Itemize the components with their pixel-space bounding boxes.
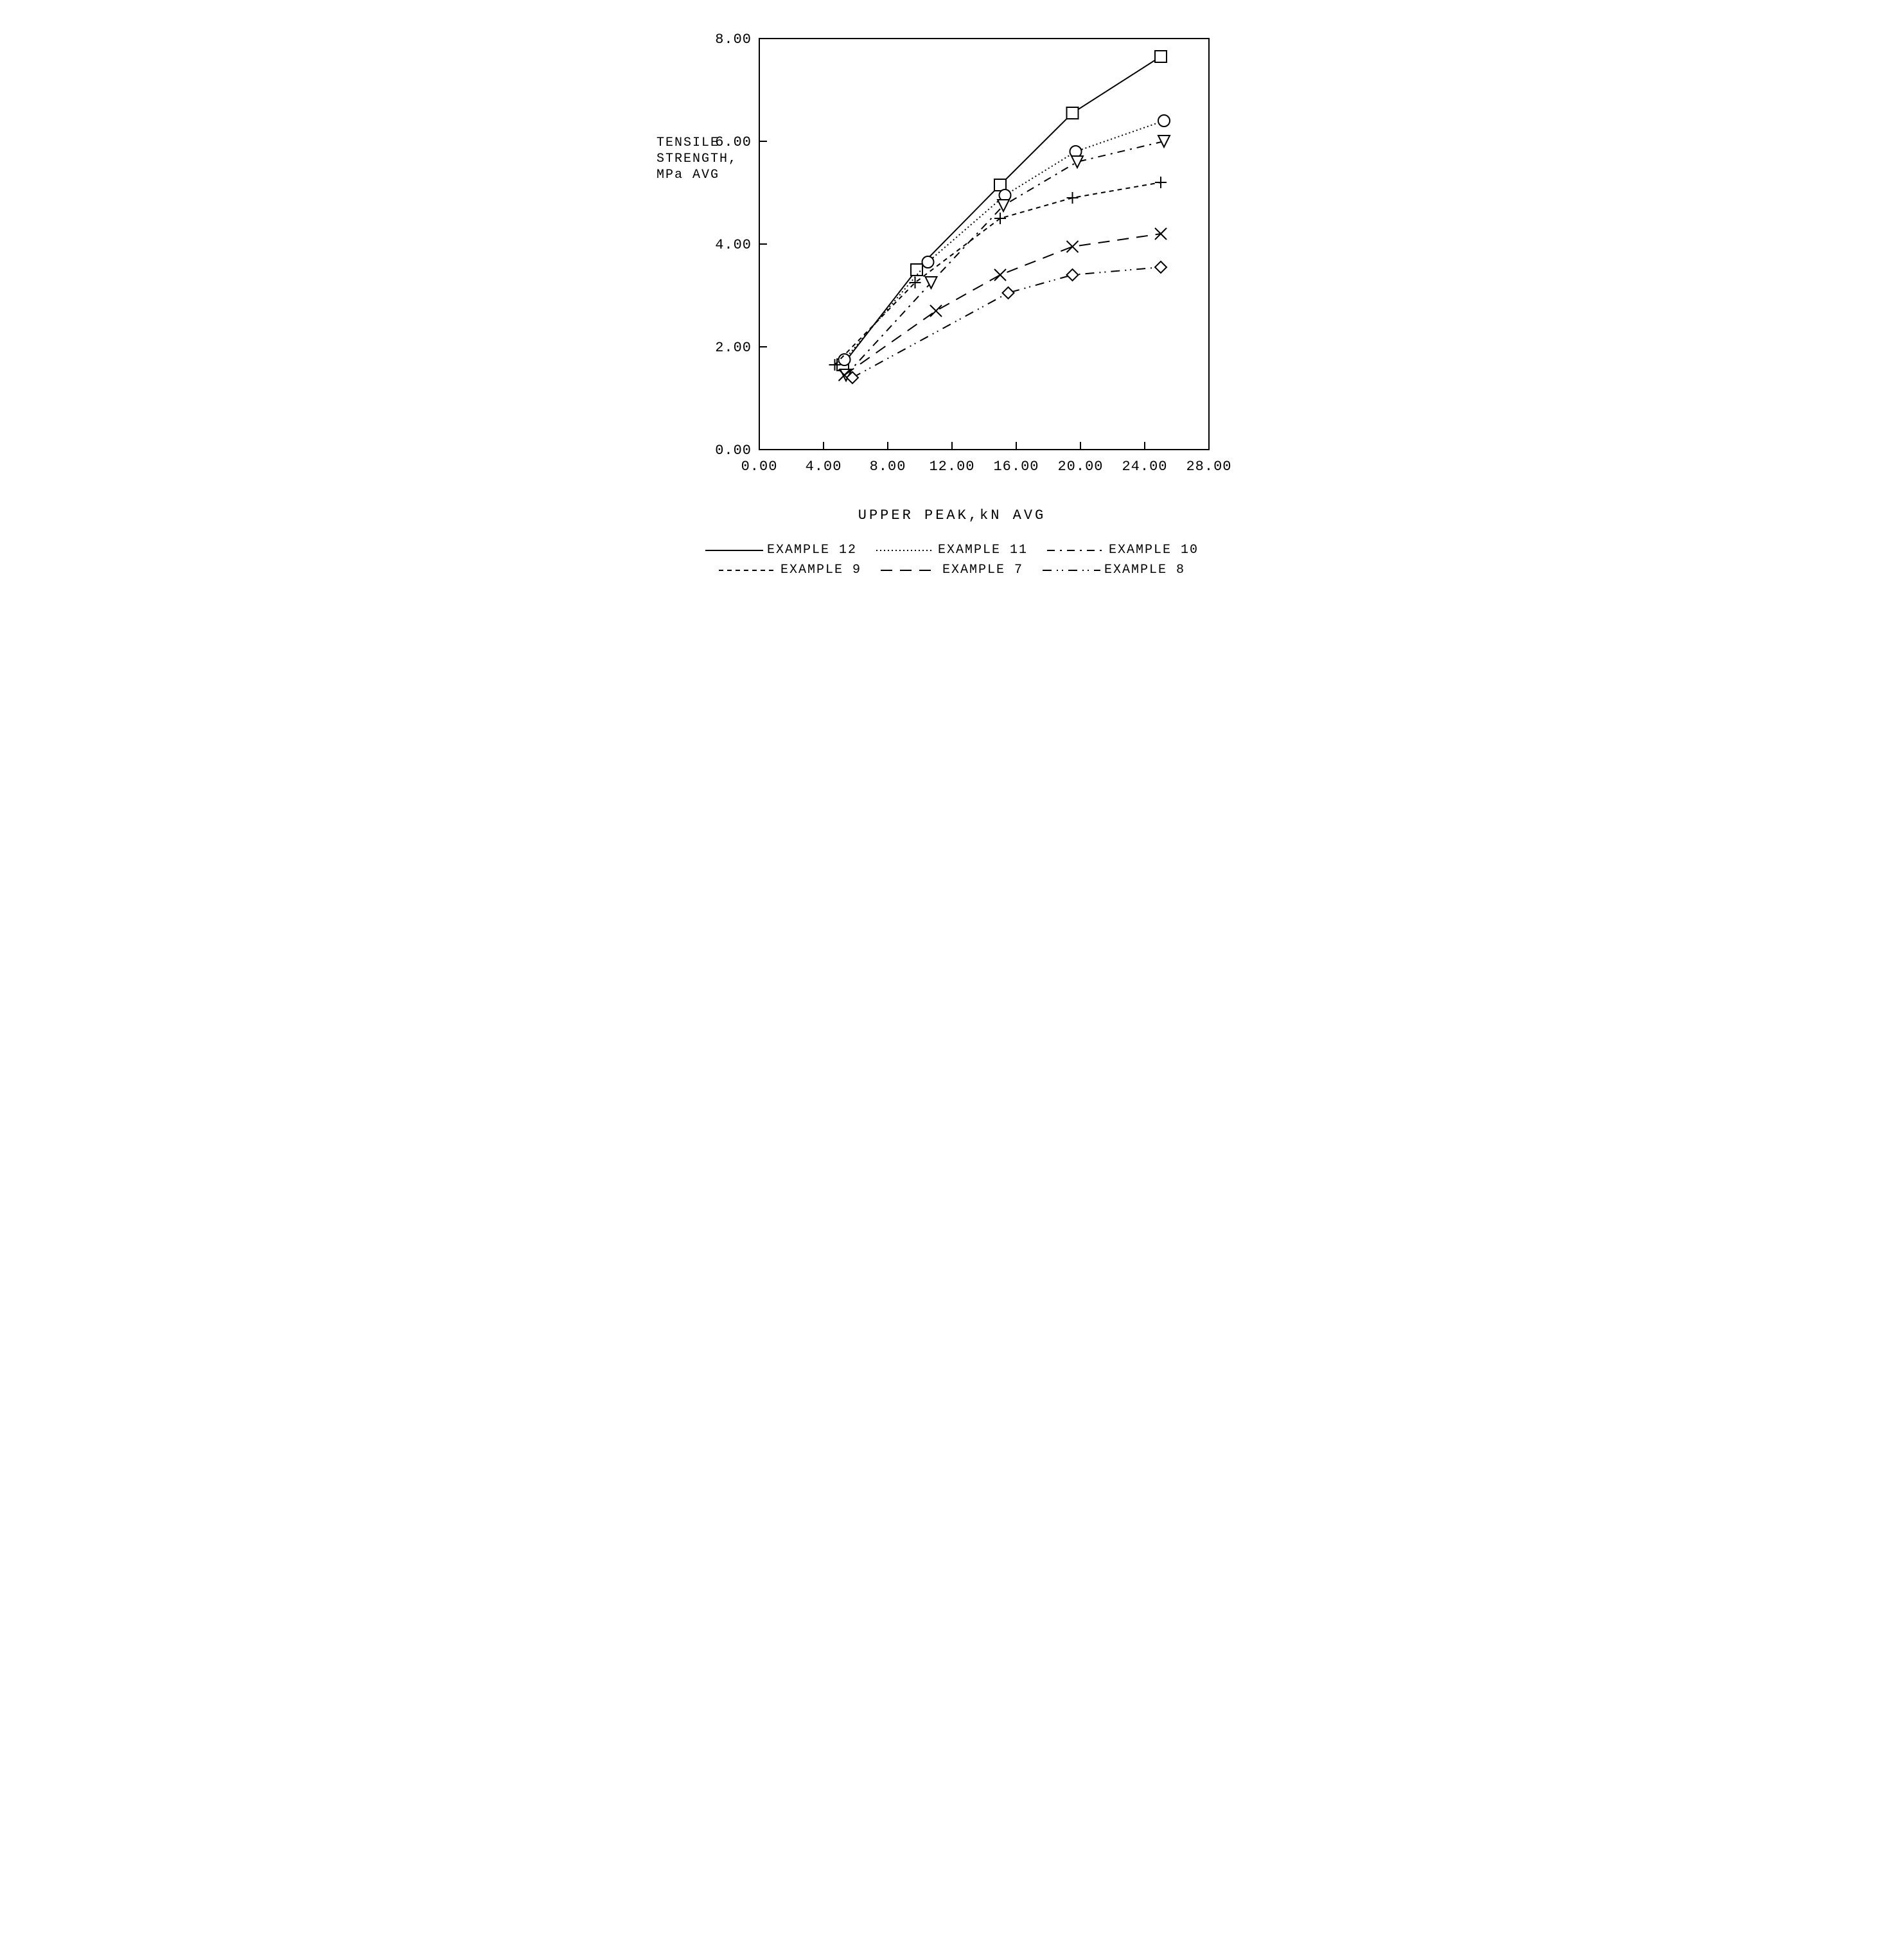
legend-item: EXAMPLE 10 [1047, 543, 1199, 557]
legend-item: EXAMPLE 11 [876, 543, 1028, 557]
legend-label: EXAMPLE 9 [780, 563, 861, 577]
legend-label: EXAMPLE 11 [938, 543, 1028, 557]
svg-text:8.00: 8.00 [870, 459, 906, 475]
svg-text:12.00: 12.00 [929, 459, 974, 475]
legend-row: EXAMPLE 9 EXAMPLE 7 EXAMPLE 8 [663, 563, 1241, 577]
svg-text:20.00: 20.00 [1057, 459, 1103, 475]
legend-swatch [881, 564, 939, 577]
svg-text:0.00: 0.00 [741, 459, 778, 475]
legend: EXAMPLE 12EXAMPLE 11EXAMPLE 10EXAMPLE 9E… [663, 543, 1241, 577]
legend-swatch [876, 544, 934, 557]
svg-text:24.00: 24.00 [1122, 459, 1167, 475]
legend-item: EXAMPLE 12 [705, 543, 857, 557]
legend-item: EXAMPLE 9 [719, 563, 861, 577]
legend-label: EXAMPLE 10 [1109, 543, 1199, 557]
legend-item: EXAMPLE 8 [1043, 563, 1185, 577]
legend-swatch [1047, 544, 1105, 557]
legend-item: EXAMPLE 7 [881, 563, 1023, 577]
svg-text:0.00: 0.00 [715, 443, 752, 459]
legend-swatch [719, 564, 777, 577]
svg-text:2.00: 2.00 [715, 340, 752, 356]
plot-svg: 0.00 4.00 8.00 12.00 16.00 20.00 24.00 28.00 0.0… [663, 26, 1235, 488]
y-axis-label: TENSILE STRENGTH, MPa AVG [657, 135, 737, 183]
svg-text:4.00: 4.00 [715, 237, 752, 253]
legend-label: EXAMPLE 12 [767, 543, 857, 557]
x-axis-label: UPPER PEAK,kN AVG [663, 507, 1241, 523]
legend-swatch [1043, 564, 1100, 577]
legend-swatch [705, 544, 763, 557]
legend-label: EXAMPLE 7 [942, 563, 1023, 577]
svg-text:16.00: 16.00 [993, 459, 1039, 475]
legend-row: EXAMPLE 12 EXAMPLE 11 EXAMPLE 10 [663, 543, 1241, 557]
legend-label: EXAMPLE 8 [1104, 563, 1185, 577]
chart-container: TENSILE STRENGTH, MPa AVG 0.004.008.0012… [663, 26, 1241, 577]
svg-text:28.00: 28.00 [1186, 459, 1231, 475]
svg-text:8.00: 8.00 [715, 31, 752, 48]
svg-text:4.00: 4.00 [806, 459, 842, 475]
